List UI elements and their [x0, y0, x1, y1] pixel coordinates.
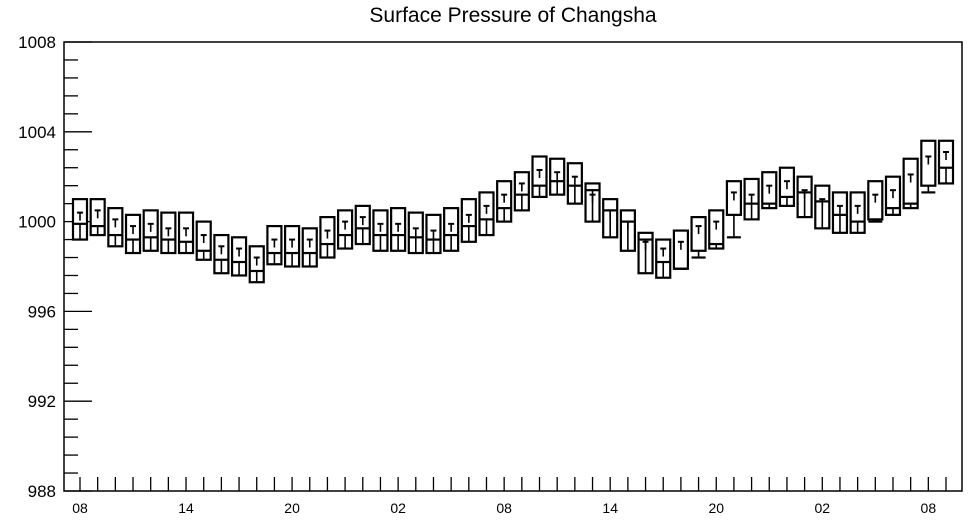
x-tick-label: 08: [921, 500, 937, 516]
box: [142, 209, 159, 252]
box: [655, 238, 672, 279]
box: [849, 191, 866, 234]
box: [407, 211, 424, 255]
box: [937, 139, 955, 185]
box: [637, 231, 654, 275]
box: [584, 182, 601, 223]
box: [778, 166, 796, 207]
x-tick-label: 20: [284, 500, 300, 516]
box: [743, 177, 760, 221]
box: [71, 198, 89, 241]
y-tick-label: 996: [28, 302, 56, 321]
box: [460, 198, 477, 243]
box: [443, 207, 460, 252]
box: [301, 227, 318, 268]
y-tick-label: 992: [28, 392, 56, 411]
y-tick-label: 1004: [18, 123, 56, 142]
box-series: [71, 139, 955, 284]
x-tick-label: 08: [72, 500, 88, 516]
box: [602, 198, 619, 239]
box: [195, 220, 212, 261]
box: [814, 184, 831, 230]
box: [478, 191, 495, 237]
box: [619, 209, 636, 252]
box: [920, 139, 937, 194]
box: [725, 180, 743, 239]
box: [761, 171, 778, 210]
x-tick-label: 14: [602, 500, 618, 516]
box: [266, 224, 283, 266]
box: [337, 209, 354, 250]
box: [177, 211, 195, 255]
box: [831, 191, 849, 234]
box: [496, 180, 513, 223]
box: [549, 157, 566, 196]
box: [319, 216, 336, 259]
x-tick-label: 02: [814, 500, 830, 516]
plot-frame: [63, 41, 963, 492]
box: [884, 175, 902, 216]
y-tick-label: 988: [28, 482, 56, 501]
box-iqr: [902, 157, 919, 210]
box: [160, 211, 177, 255]
box: [230, 236, 248, 277]
box: [390, 207, 407, 252]
chart-title: Surface Pressure of Changsha: [369, 4, 656, 27]
y-axis: 988 992 996 1000 1004 1008: [18, 33, 92, 501]
box: [213, 233, 230, 275]
box: [566, 162, 583, 205]
box: [372, 209, 389, 252]
x-tick-label: 08: [496, 500, 512, 516]
box: [902, 157, 919, 210]
box: [672, 229, 689, 270]
box: [531, 155, 548, 199]
box: [107, 207, 124, 248]
box: [708, 209, 725, 250]
x-tick-label: 02: [390, 500, 406, 516]
box: [354, 204, 371, 246]
box: [248, 245, 265, 284]
box: [513, 171, 530, 212]
y-tick-label: 1008: [18, 33, 56, 52]
x-axis: 08 14 20 02 08 14 20 02 08: [72, 477, 947, 516]
box: [425, 213, 442, 255]
box: [89, 198, 106, 237]
box: [867, 180, 884, 223]
box: [124, 213, 142, 255]
x-tick-label: 20: [708, 500, 724, 516]
box: [283, 224, 301, 268]
x-tick-label: 14: [178, 500, 194, 516]
y-tick-label: 1000: [18, 213, 56, 232]
box: [690, 216, 707, 259]
box: [796, 175, 813, 219]
